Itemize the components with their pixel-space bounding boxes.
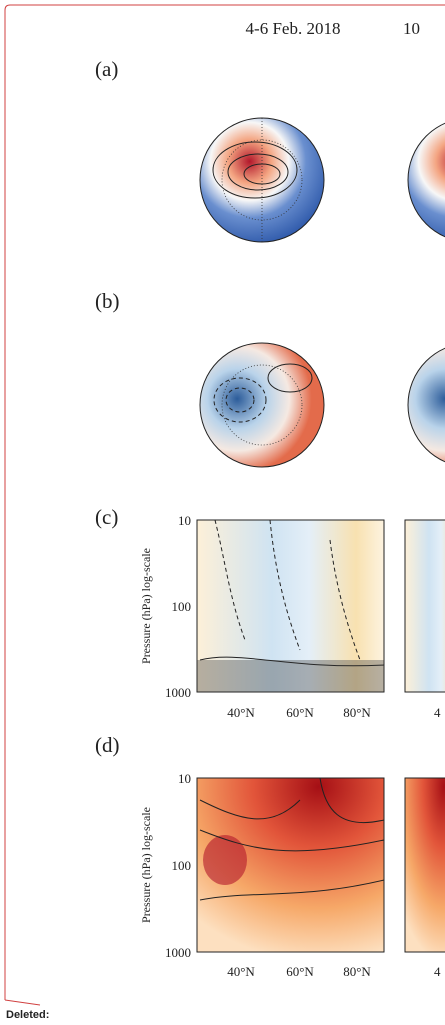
panel-label: (c)	[95, 505, 118, 529]
y-tick-label: 10	[178, 771, 191, 786]
contour	[227, 153, 289, 191]
column-title: 4-6 Feb. 2018	[246, 19, 341, 38]
y-tick-label: 10	[178, 513, 191, 528]
vector-field	[197, 660, 384, 692]
x-tick-label: 80°N	[343, 705, 371, 720]
y-axis-label: Pressure (hPa) log-scale	[139, 807, 153, 923]
contour	[267, 363, 313, 393]
cross-section	[404, 519, 445, 693]
parallel	[221, 364, 303, 446]
panel-label: (b)	[95, 289, 120, 313]
polar-map	[407, 347, 445, 463]
cross-section	[196, 519, 385, 693]
x-tick-label: 40°N	[227, 705, 255, 720]
contour	[213, 377, 267, 423]
y-tick-label: 1000	[165, 945, 191, 960]
x-tick-label: 40°N	[227, 964, 255, 979]
y-tick-label: 1000	[165, 685, 191, 700]
x-tick-label: 60°N	[286, 705, 314, 720]
parallel	[221, 139, 303, 221]
panel-label: (a)	[95, 57, 118, 81]
column-title: 10	[403, 19, 420, 38]
x-tick-label: 60°N	[286, 964, 314, 979]
x-tick-label: 80°N	[343, 964, 371, 979]
y-tick-label: 100	[172, 858, 192, 873]
panel-label: (d)	[95, 733, 120, 757]
polar-map	[407, 122, 445, 238]
contour	[319, 777, 385, 824]
x-tick-label: 4	[434, 705, 441, 720]
y-axis-label: Pressure (hPa) log-scale	[139, 548, 153, 664]
contour	[225, 387, 255, 413]
y-tick-label: 100	[172, 599, 192, 614]
cross-section	[404, 777, 445, 953]
x-tick-label: 4	[434, 964, 441, 979]
revision-connector	[4, 999, 41, 1006]
contour	[212, 141, 298, 199]
contour	[214, 519, 361, 661]
polar-map	[199, 342, 325, 468]
contour	[199, 799, 385, 901]
contour	[199, 656, 385, 667]
margin-note: Deleted:	[6, 1009, 49, 1021]
revision-frame	[4, 4, 445, 1000]
maximum	[203, 835, 247, 885]
